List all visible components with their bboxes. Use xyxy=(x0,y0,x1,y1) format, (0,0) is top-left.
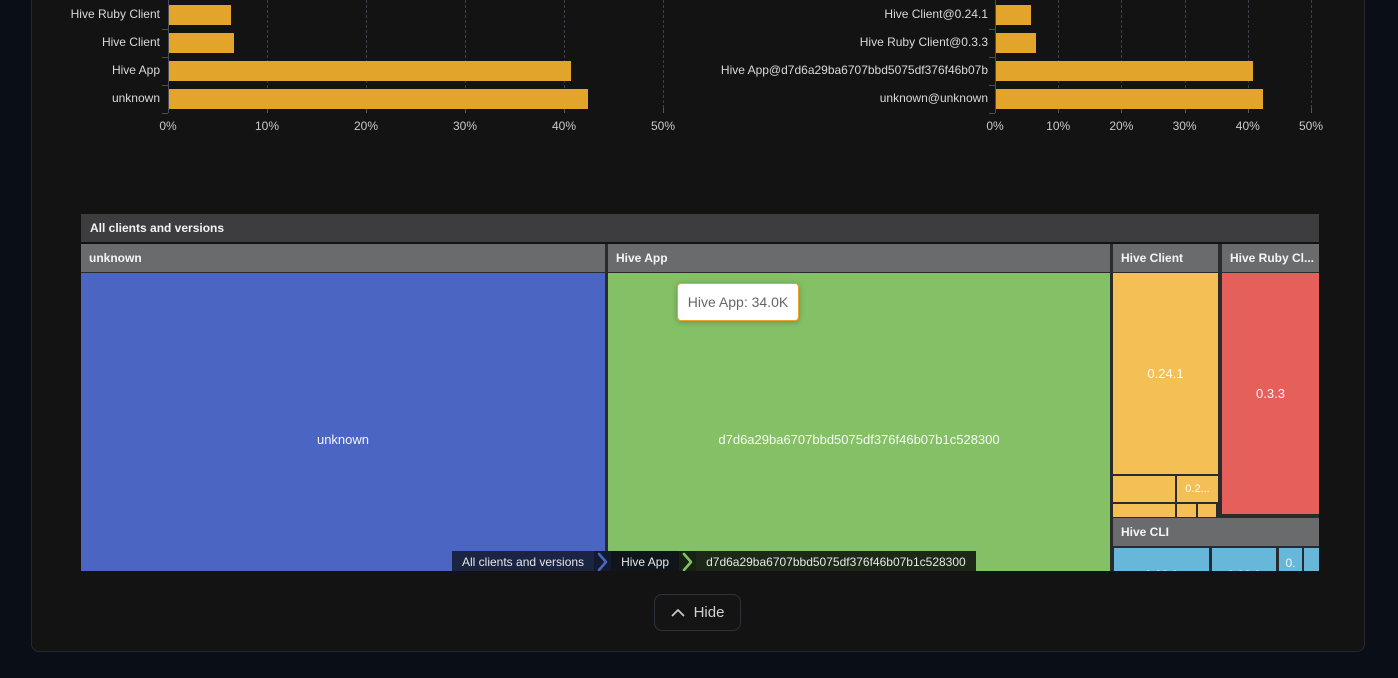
x-axis-tick-label: 10% xyxy=(1046,119,1071,133)
category-axis-tick xyxy=(989,57,995,58)
x-axis-tick xyxy=(1184,108,1186,113)
treemap-section-header[interactable]: Hive CLI xyxy=(1113,518,1319,546)
bar-chart-clients: 0% 10% 20% 30% 40% 50% Hive Ruby Client Hive Cl… xyxy=(0,0,700,140)
y-axis-line xyxy=(168,0,169,113)
grid-line xyxy=(1247,0,1249,113)
hide-button-label: Hide xyxy=(693,604,725,621)
grid-line xyxy=(366,0,367,113)
x-axis-tick xyxy=(1247,108,1249,113)
x-axis-tick xyxy=(1121,108,1123,113)
bar[interactable] xyxy=(169,5,231,25)
category-label: Hive Client xyxy=(101,35,160,49)
treemap-cell-hive-cli-0-23-0[interactable]: 0.23.0 xyxy=(1114,548,1209,571)
bar[interactable] xyxy=(169,61,571,81)
x-axis-tick-label: 10% xyxy=(254,119,280,133)
grid-line xyxy=(1058,0,1060,113)
treemap-body: unknown unknown Hive App d7d6a29ba6707bb… xyxy=(81,244,1319,571)
x-axis-tick-label: 0% xyxy=(159,119,177,133)
x-axis-tick xyxy=(1058,108,1060,113)
treemap-clients-versions: All clients and versions unknown unknown… xyxy=(81,214,1319,571)
grid-line xyxy=(1184,0,1186,113)
treemap-cell-unknown[interactable]: unknown xyxy=(81,273,605,571)
treemap-cell-label: 0.23.0 xyxy=(1212,568,1276,571)
treemap-section-header[interactable]: unknown xyxy=(81,244,605,272)
category-axis-tick xyxy=(162,85,168,86)
x-axis-tick-label: 30% xyxy=(1172,119,1197,133)
breadcrumb-item-root[interactable]: All clients and versions xyxy=(452,551,595,571)
treemap-root-header[interactable]: All clients and versions xyxy=(81,214,1319,242)
bar[interactable] xyxy=(996,33,1036,53)
treemap-section-header[interactable]: Hive App xyxy=(608,244,1110,272)
category-label: Hive Client@0.24.1 xyxy=(884,7,988,21)
category-label: Hive App@d7d6a29ba6707bbd5075df376f46b07… xyxy=(720,63,988,77)
treemap-cell-hive-cli-0-23-0[interactable]: 0.23.0 xyxy=(1212,548,1276,571)
x-axis-tick-label: 0% xyxy=(986,119,1004,133)
treemap-cell-hive-client-tiny[interactable] xyxy=(1198,504,1216,517)
category-label: Hive Ruby Client xyxy=(70,7,160,21)
grid-line xyxy=(564,0,565,113)
category-axis-tick xyxy=(162,29,168,30)
treemap-cell-hive-client-0-2[interactable]: 0.2... xyxy=(1177,476,1218,502)
treemap-section-header[interactable]: Hive Client xyxy=(1113,244,1218,272)
x-axis-tick-label: 50% xyxy=(650,119,676,133)
bar[interactable] xyxy=(996,5,1031,25)
hide-button[interactable]: Hide xyxy=(654,594,741,631)
treemap-cell-label: 0.23.0 xyxy=(1114,568,1209,571)
bar[interactable] xyxy=(169,89,588,109)
treemap-cell-hive-cli-small[interactable]: 0. xyxy=(1279,548,1302,571)
treemap-cell-hive-cli-tiny[interactable] xyxy=(1304,548,1319,571)
category-label: unknown@unknown xyxy=(879,91,988,105)
x-axis-tick-label: 40% xyxy=(1235,119,1260,133)
chevron-up-icon xyxy=(671,609,684,617)
x-axis-tick xyxy=(366,108,367,113)
breadcrumb-item-hive-app[interactable]: Hive App xyxy=(611,551,680,571)
x-axis-tick xyxy=(663,108,664,113)
treemap-cell-hive-ruby-0-3-3[interactable]: 0.3.3 xyxy=(1222,273,1319,514)
treemap-breadcrumb: All clients and versions Hive App d7d6a2… xyxy=(452,551,976,571)
category-axis-tick xyxy=(989,85,995,86)
category-label: unknown xyxy=(111,91,160,105)
bar-chart-client-versions: 0% 10% 20% 30% 40% 50% Hive Client@0.24.1 Hive … xyxy=(700,0,1398,140)
treemap-cell-hive-client-tiny[interactable] xyxy=(1113,504,1175,517)
category-axis-tick xyxy=(162,113,168,114)
category-axis-tick xyxy=(989,29,995,30)
treemap-cell-hive-client-minor[interactable] xyxy=(1113,476,1175,502)
grid-line xyxy=(1311,0,1312,113)
x-axis-tick-label: 20% xyxy=(353,119,379,133)
chevron-right-icon xyxy=(679,551,697,571)
x-axis-tick xyxy=(1311,108,1312,113)
category-label: Hive Ruby Client@0.3.3 xyxy=(859,35,988,49)
x-axis-tick-label: 20% xyxy=(1109,119,1134,133)
chevron-right-icon xyxy=(594,551,612,571)
x-axis-tick-label: 50% xyxy=(1298,119,1324,133)
x-axis-tick-label: 30% xyxy=(452,119,478,133)
bar[interactable] xyxy=(996,89,1263,109)
grid-line xyxy=(1121,0,1123,113)
treemap-section-header[interactable]: Hive Ruby Cl... xyxy=(1222,244,1319,272)
bar[interactable] xyxy=(996,61,1253,81)
category-label: Hive App xyxy=(111,63,160,77)
y-axis-line xyxy=(995,0,996,113)
grid-line xyxy=(663,0,664,113)
x-axis-tick xyxy=(564,108,565,113)
breadcrumb-item-version-hash[interactable]: d7d6a29ba6707bbd5075df376f46b07b1c528300 xyxy=(696,551,976,571)
x-axis-tick xyxy=(267,108,268,113)
bar[interactable] xyxy=(169,33,234,53)
treemap-cell-hive-client-0-24-1[interactable]: 0.24.1 xyxy=(1113,273,1218,474)
treemap-tooltip: Hive App: 34.0K xyxy=(677,283,799,321)
category-axis-tick xyxy=(162,57,168,58)
x-axis-tick-label: 40% xyxy=(551,119,577,133)
treemap-cell-hive-app-version[interactable]: d7d6a29ba6707bbd5075df376f46b07b1c528300 xyxy=(608,273,1110,571)
category-axis-tick xyxy=(989,113,995,114)
grid-line xyxy=(267,0,268,113)
treemap-cell-hive-client-tiny[interactable] xyxy=(1177,504,1196,517)
grid-line xyxy=(465,0,466,113)
treemap-cell-label: 0. xyxy=(1285,556,1296,570)
x-axis-tick xyxy=(465,108,466,113)
